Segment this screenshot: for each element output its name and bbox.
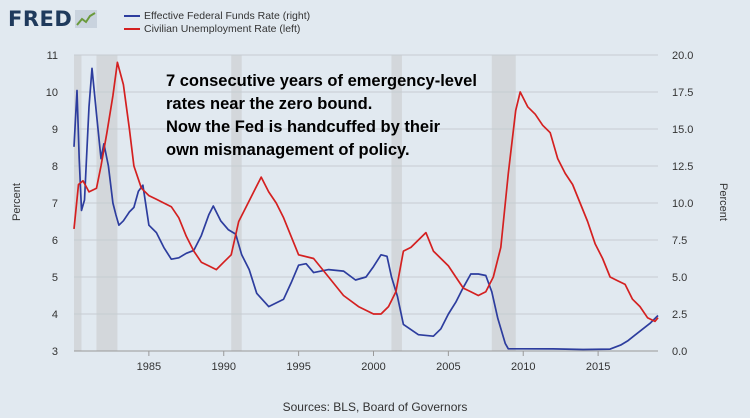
x-tick-label: 1995 <box>286 361 310 373</box>
y-tick-label-right: 15.0 <box>672 124 693 136</box>
legend-item-funds: Effective Federal Funds Rate (right) <box>124 9 310 22</box>
annotation-line: rates near the zero bound. <box>166 95 373 113</box>
annotation-line: own mismanagement of policy. <box>166 141 410 159</box>
x-tick-label: 2010 <box>511 361 535 373</box>
y-tick-label-left: 11 <box>47 50 58 62</box>
source-note: Sources: BLS, Board of Governors <box>282 400 468 414</box>
y-axis-label-right: Percent <box>716 183 729 221</box>
x-tick-label: 2005 <box>436 361 460 373</box>
fred-logo-text: FRED <box>8 7 73 31</box>
x-tick-label: 1990 <box>212 361 236 373</box>
tick-labels: 3 0.0 4 2.5 5 5.0 6 7.5 7 10.0 8 12.5 9 15.0 10 17.5 11 2… <box>46 50 694 373</box>
annotation-line: Now the Fed is handcuffed by their <box>166 118 441 136</box>
y-tick-label-left: 3 <box>52 346 58 358</box>
y-tick-label-left: 4 <box>52 309 58 321</box>
y-axis-label-left: Percent <box>10 183 23 221</box>
legend-item-unemployment: Civilian Unemployment Rate (left) <box>124 22 310 35</box>
y-tick-label-left: 5 <box>52 272 58 284</box>
series-line-unemployment-rate <box>73 61 659 323</box>
y-tick-label-right: 0.0 <box>672 346 687 358</box>
y-tick-label-right: 5.0 <box>672 272 687 284</box>
y-tick-label-left: 9 <box>52 124 58 136</box>
series-lines <box>73 61 659 351</box>
chart-legend: Effective Federal Funds Rate (right) Civ… <box>124 9 310 35</box>
y-tick-label-right: 10.0 <box>672 198 693 210</box>
x-tick-label: 2000 <box>361 361 385 373</box>
y-tick-label-left: 8 <box>52 161 58 173</box>
legend-label-unemployment: Civilian Unemployment Rate (left) <box>144 22 301 35</box>
annotation-line: 7 consecutive years of emergency-level <box>166 72 477 90</box>
y-tick-label-left: 10 <box>46 87 58 99</box>
x-tick-label: 2015 <box>586 361 610 373</box>
legend-swatch-unemployment <box>124 27 140 30</box>
chart-line-icon <box>75 10 98 28</box>
y-tick-label-right: 2.5 <box>672 309 687 321</box>
x-tick-label: 1985 <box>137 361 161 373</box>
y-tick-label-right: 12.5 <box>672 161 693 173</box>
fred-logo: FRED <box>8 6 98 32</box>
y-tick-label-left: 6 <box>52 235 58 247</box>
y-tick-label-right: 20.0 <box>672 50 693 62</box>
series-line-funds-rate <box>73 67 659 351</box>
legend-swatch-funds <box>124 14 140 17</box>
y-tick-label-right: 17.5 <box>672 87 693 99</box>
y-tick-label-right: 7.5 <box>672 235 687 247</box>
legend-label-funds: Effective Federal Funds Rate (right) <box>144 9 311 22</box>
annotation-text: 7 consecutive years of emergency-level r… <box>166 70 477 162</box>
y-tick-label-left: 7 <box>52 198 58 210</box>
